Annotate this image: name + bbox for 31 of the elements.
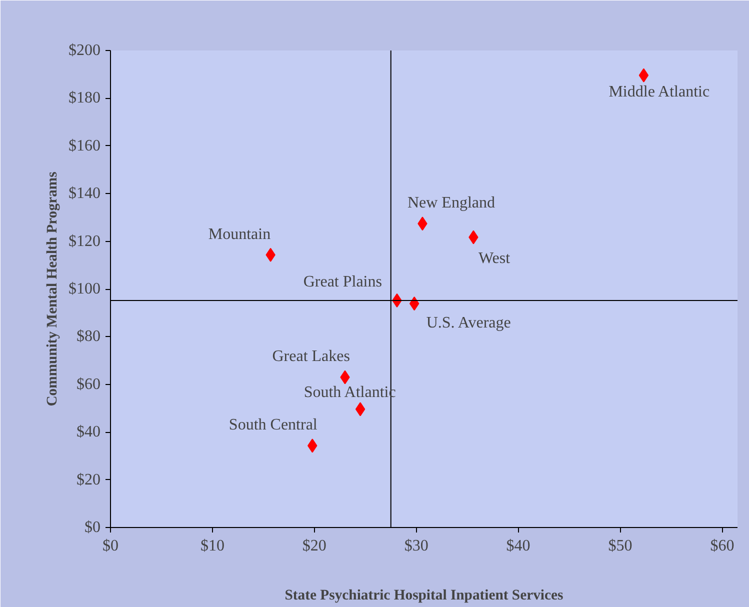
y-tick-label: $120: [68, 232, 100, 250]
annotation: West: [478, 250, 511, 268]
point: [355, 402, 366, 416]
x-tick-label: $30: [404, 538, 428, 554]
annotation: Mountain: [208, 226, 271, 243]
y-tick-label: $140: [68, 185, 100, 202]
x-tick-label: $60: [710, 538, 734, 554]
annotation: New England: [407, 194, 495, 212]
annotation: Great Lakes: [272, 348, 350, 366]
x-tick-label: $10: [200, 538, 224, 554]
y-tick-label: $80: [76, 328, 100, 346]
x-tick-label: $20: [302, 538, 326, 554]
y-axis-title: Community Mental Health Programs: [44, 171, 60, 406]
y-tick-label: $160: [68, 137, 100, 154]
y-tick-label: $180: [68, 90, 100, 107]
x-tick-label: $0: [102, 538, 118, 554]
annotation: Middle Atlantic: [608, 83, 710, 100]
annotation: U.S. Average: [426, 314, 511, 332]
x-tick-label: $50: [608, 538, 632, 554]
y-tick-label: $20: [76, 471, 100, 488]
y-tick-label: $100: [68, 280, 100, 298]
point: [409, 296, 420, 311]
annotation: Great Plains: [303, 273, 382, 290]
x-axis-title: State Psychiatric Hospital Inpatient Services: [284, 588, 564, 604]
y-tick-label: $60: [76, 376, 100, 393]
y-tick-label: $200: [68, 42, 100, 59]
y-tick-label: $40: [76, 424, 100, 441]
annotation: South Central: [228, 416, 318, 434]
y-tick-label: $0: [84, 519, 100, 536]
point: [638, 68, 649, 82]
x-tick-label: $40: [506, 538, 530, 554]
